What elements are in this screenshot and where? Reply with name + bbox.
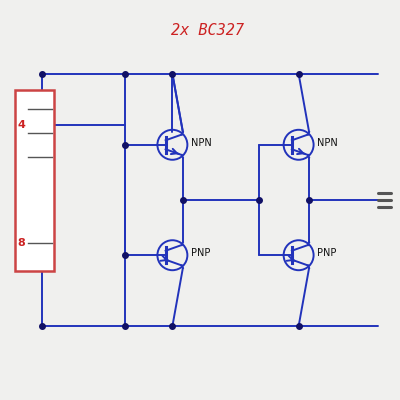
FancyBboxPatch shape <box>15 90 54 271</box>
Text: NPN: NPN <box>317 138 338 148</box>
Text: 4: 4 <box>18 120 26 130</box>
Text: 8: 8 <box>18 238 26 248</box>
Text: NPN: NPN <box>190 138 211 148</box>
Text: 2x BC327: 2x BC327 <box>171 23 244 38</box>
Text: PNP: PNP <box>190 248 210 258</box>
Text: PNP: PNP <box>317 248 336 258</box>
